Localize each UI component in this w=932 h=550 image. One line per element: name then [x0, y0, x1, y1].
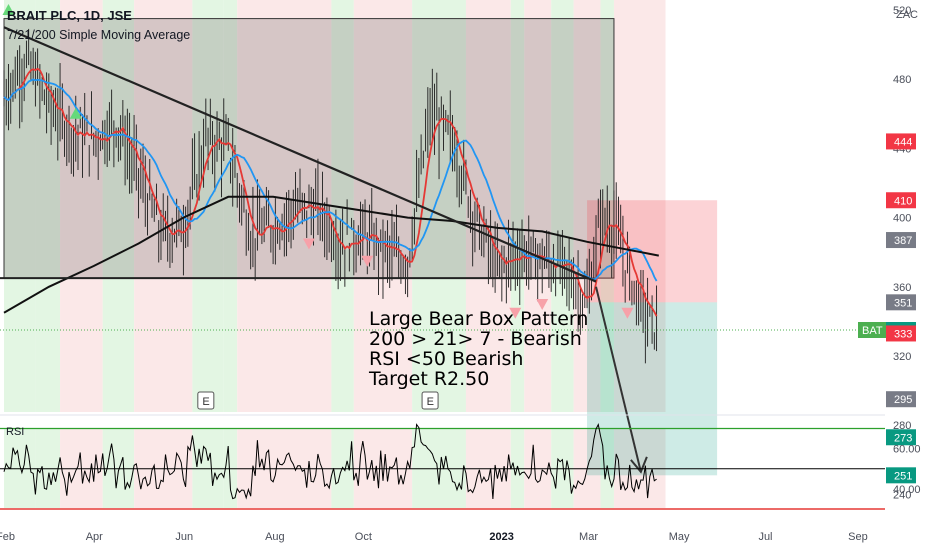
time-tick-5: 2023: [489, 531, 513, 543]
earnings-marker-0: [197, 391, 215, 410]
price-badge-value-0: 444: [894, 136, 912, 148]
time-tick-1: Apr: [86, 531, 103, 543]
time-tick-0: Feb: [0, 531, 15, 543]
buy-signal-1: [69, 107, 82, 119]
regime-band-3: [102, 0, 135, 412]
target-arrow: [595, 286, 642, 473]
rsi-regime-band-14: [524, 428, 552, 508]
target-arrow-head: [630, 456, 648, 474]
price-badge-2: [886, 232, 916, 249]
rsi-regime-band-1: [35, 428, 61, 508]
time-tick-8: Jul: [758, 531, 772, 543]
price-badge-7: [886, 429, 916, 446]
price-badge-value-8: 251: [894, 470, 912, 482]
downtrend-line: [3, 26, 597, 283]
rsi-regime-band-15: [551, 428, 574, 508]
rsi-regime-band-3: [102, 428, 135, 508]
price-badge-value-1: 410: [894, 195, 912, 207]
regime-band-7: [223, 0, 238, 412]
rsi-regime-band-8: [237, 428, 332, 508]
indicator-subtitle: 7/21/200 Simple Moving Average: [7, 28, 191, 42]
sell-signal-5: [536, 299, 549, 311]
price-badge-5: [886, 325, 916, 342]
rsi-tick-0: 40.00: [893, 484, 921, 496]
sell-signal-2: [302, 238, 315, 250]
rsi-regime-band-7: [223, 428, 238, 508]
price-badge-value-6: 295: [894, 394, 912, 406]
price-tick-6: 480: [893, 74, 911, 86]
regime-band-14: [524, 0, 552, 412]
buy-signal-0: [2, 3, 15, 15]
price-tick-3: 360: [893, 282, 911, 294]
regime-band-12: [465, 0, 511, 412]
symbol-title: BRAIT PLC, 1D, JSE: [7, 8, 132, 23]
price-tick-4: 400: [893, 213, 911, 225]
ma-21-line: [3, 78, 658, 282]
pattern-annotation: Large Bear Box Pattern 200 > 21> 7 - Bea…: [369, 309, 588, 389]
earnings-marker-1: [421, 391, 439, 410]
earnings-marker-label-0: E: [202, 396, 209, 408]
price-tick-2: 320: [893, 351, 911, 363]
time-tick-6: Mar: [579, 531, 598, 543]
price-tick-7: 520: [893, 5, 911, 17]
annotation-line-1: Large Bear Box Pattern: [369, 308, 589, 330]
ma-200-line: [3, 195, 659, 314]
price-badge-3: [886, 294, 916, 311]
annotation-line-2: 200 > 21> 7 - Bearish: [369, 328, 582, 350]
price-tick-1: 280: [893, 420, 911, 432]
sell-signal-3: [361, 255, 374, 267]
rsi-regime-band-4: [134, 428, 144, 508]
regime-band-2: [60, 0, 103, 412]
regime-band-10: [353, 0, 413, 412]
rsi-pane-label: RSI: [6, 426, 25, 438]
rsi-regime-band-11: [412, 428, 466, 508]
rsi-regime-band-6: [192, 428, 224, 508]
time-tick-2: Jun: [175, 531, 193, 543]
price-badge-0: [886, 133, 916, 150]
rsi-regime-band-10: [353, 428, 413, 508]
price-badge-8: [886, 467, 916, 484]
price-tick-0: 240: [893, 489, 911, 501]
price-badge-6: [886, 391, 916, 408]
sell-signal-4: [509, 307, 522, 319]
currency-label: ZAC: [896, 9, 918, 21]
sell-signal-6: [621, 307, 634, 319]
price-badge-value-3: 351: [894, 297, 912, 309]
price-badge-1: [886, 192, 916, 209]
time-tick-9: Sep: [848, 531, 868, 543]
annotation-line-4: Target R2.50: [369, 368, 490, 390]
rsi-line: [3, 422, 657, 500]
time-tick-3: Aug: [265, 531, 285, 543]
earnings-marker-label-1: E: [427, 396, 434, 408]
regime-band-15: [551, 0, 574, 412]
price-badge-value-5: 333: [894, 328, 912, 340]
time-tick-4: Oct: [355, 531, 372, 543]
time-tick-7: May: [669, 531, 690, 543]
symbol-badge: [858, 322, 886, 338]
symbol-badge-label: BAT: [862, 325, 883, 337]
annotation-line-3: RSI <50 Bearish: [369, 348, 524, 370]
rsi-tick-1: 60.00: [893, 444, 921, 456]
stop-zone: [587, 200, 718, 303]
regime-band-9: [331, 0, 354, 412]
price-badge-value-2: 387: [894, 235, 912, 247]
regime-band-16: [573, 0, 601, 412]
price-badge-value-7: 273: [894, 432, 912, 444]
bear-box: [3, 18, 615, 279]
